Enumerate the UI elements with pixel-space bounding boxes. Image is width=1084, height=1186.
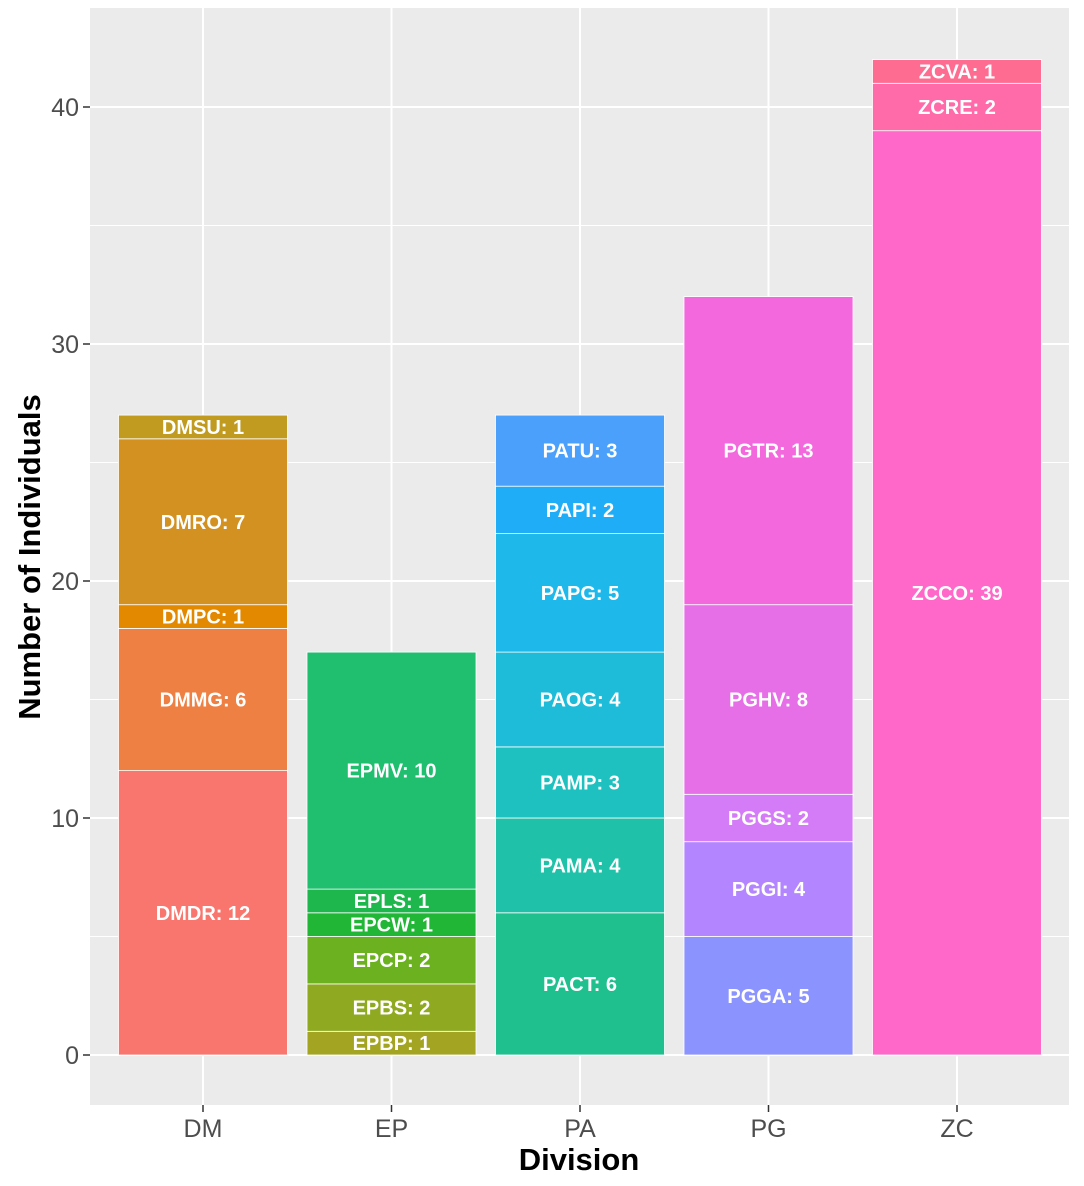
segment-label: EPBP: 1	[353, 1033, 431, 1055]
segment-label: PAPG: 5	[541, 583, 620, 605]
bar-segment	[872, 59, 1042, 84]
segment-label: PGGA: 5	[727, 986, 809, 1008]
segment-label: PAOG: 4	[540, 690, 622, 712]
segment-label: PACT: 6	[543, 974, 617, 996]
segment-labels-layer: DMDR: 12 DMMG: 6 DMPC: 1 DMRO: 7 DMSU: 1 EPBP…	[156, 61, 1003, 1055]
segment-label: DMRO: 7	[161, 512, 245, 534]
bar-segment	[683, 296, 854, 606]
bar-segment	[683, 936, 854, 1056]
bar-segment	[872, 82, 1042, 132]
x-tick-label: ZC	[940, 1115, 973, 1143]
segment-label: EPBS: 2	[353, 998, 431, 1020]
segment-label: PAMP: 3	[540, 772, 620, 794]
segment-label: EPCW: 1	[350, 915, 433, 937]
segment-label: EPLS: 1	[354, 891, 430, 913]
segment-label: ZCCO: 39	[911, 583, 1002, 605]
segment-label: DMMG: 6	[160, 690, 247, 712]
segment-label: DMPC: 1	[162, 607, 244, 629]
bar-segment	[495, 651, 665, 748]
segment-label: PAMA: 4	[540, 855, 622, 877]
segment-label: ZCVA: 1	[919, 61, 995, 83]
bar-segment	[495, 414, 665, 487]
x-axis-title: Division	[519, 1142, 640, 1177]
y-tick-label: 10	[51, 805, 79, 833]
x-tick-label: DM	[184, 1115, 223, 1143]
y-axis: 0 10 20 30 40	[51, 94, 90, 1070]
bar-segment	[683, 793, 854, 843]
bar-segment	[495, 746, 665, 819]
y-tick-label: 0	[65, 1042, 79, 1070]
segment-label: EPMV: 10	[346, 761, 436, 783]
bar-segment	[683, 604, 854, 795]
bar-segment	[118, 414, 288, 440]
bar-segment	[495, 533, 665, 653]
segment-label: PGGI: 4	[732, 879, 806, 901]
bar-segment	[306, 983, 477, 1032]
bar-segment	[306, 936, 477, 985]
segment-label: PGTR: 13	[723, 441, 813, 463]
segment-label: DMDR: 12	[156, 903, 250, 925]
segment-label: PGHV: 8	[729, 690, 808, 712]
segment-label: PGGS: 2	[728, 808, 809, 830]
x-tick-label: PA	[564, 1115, 596, 1143]
bar-segment	[118, 438, 288, 606]
segment-label: ZCRE: 2	[918, 97, 996, 119]
bar-segment	[872, 130, 1042, 1056]
bar-segment	[495, 817, 665, 914]
bar-segment	[495, 912, 665, 1056]
y-tick-label: 30	[51, 331, 79, 359]
x-tick-label: EP	[375, 1115, 408, 1143]
segment-label: EPCP: 2	[353, 950, 431, 972]
x-axis: DM EP PA PG ZC	[184, 1105, 974, 1143]
bar-segment	[118, 770, 288, 1056]
segment-label: DMSU: 1	[162, 417, 244, 439]
bar-segment	[118, 628, 288, 772]
bar-segment	[683, 841, 854, 937]
bar-segment	[306, 651, 477, 890]
y-tick-label: 20	[51, 568, 79, 596]
y-axis-title: Number of Individuals	[12, 394, 47, 720]
x-tick-label: PG	[750, 1115, 786, 1143]
y-tick-label: 40	[51, 94, 79, 122]
bars-layer	[118, 59, 1042, 1056]
segment-label: PATU: 3	[543, 441, 618, 463]
segment-label: PAPI: 2	[546, 500, 615, 522]
